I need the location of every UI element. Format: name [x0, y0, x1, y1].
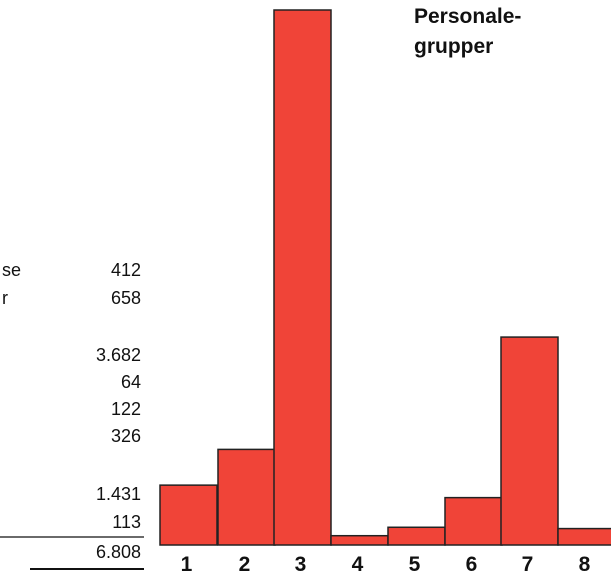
chart-title-line-2: grupper	[414, 35, 493, 58]
row-label-fragment: se	[2, 260, 21, 280]
category-label-7: 7	[522, 553, 534, 573]
bar-3	[273, 9, 332, 546]
row-label-fragment: r	[2, 288, 8, 308]
category-label-3: 3	[295, 553, 307, 573]
bar-7	[500, 336, 559, 546]
value-label-4: 64	[121, 372, 141, 392]
value-label-6: 326	[111, 426, 141, 446]
bar-2	[217, 448, 276, 546]
value-label-8: 113	[112, 512, 141, 532]
bar-6	[444, 496, 503, 546]
bar-8	[557, 527, 611, 546]
category-labels: 1 2 3 4 5 6 7 8	[181, 553, 591, 573]
bar-4	[330, 534, 389, 546]
value-label-7: 1.431	[96, 484, 141, 504]
bars	[159, 9, 611, 546]
category-label-2: 2	[239, 553, 251, 573]
value-label-1: 412	[111, 260, 141, 280]
category-label-8: 8	[579, 553, 591, 573]
value-label-2: 658	[111, 288, 141, 308]
bar-1	[159, 484, 218, 546]
total-label: 6.808	[96, 542, 141, 562]
category-label-6: 6	[466, 553, 478, 573]
category-label-4: 4	[352, 553, 364, 573]
value-labels-column: 412 658 3.682 64 122 326 1.431 113 se r 6.808	[0, 260, 144, 570]
category-label-1: 1	[181, 553, 193, 573]
chart-title-line-1: Personale-	[414, 5, 521, 28]
category-label-5: 5	[409, 553, 421, 573]
value-label-3: 3.682	[96, 345, 141, 365]
value-label-5: 122	[111, 399, 141, 419]
bar-5	[387, 526, 446, 546]
